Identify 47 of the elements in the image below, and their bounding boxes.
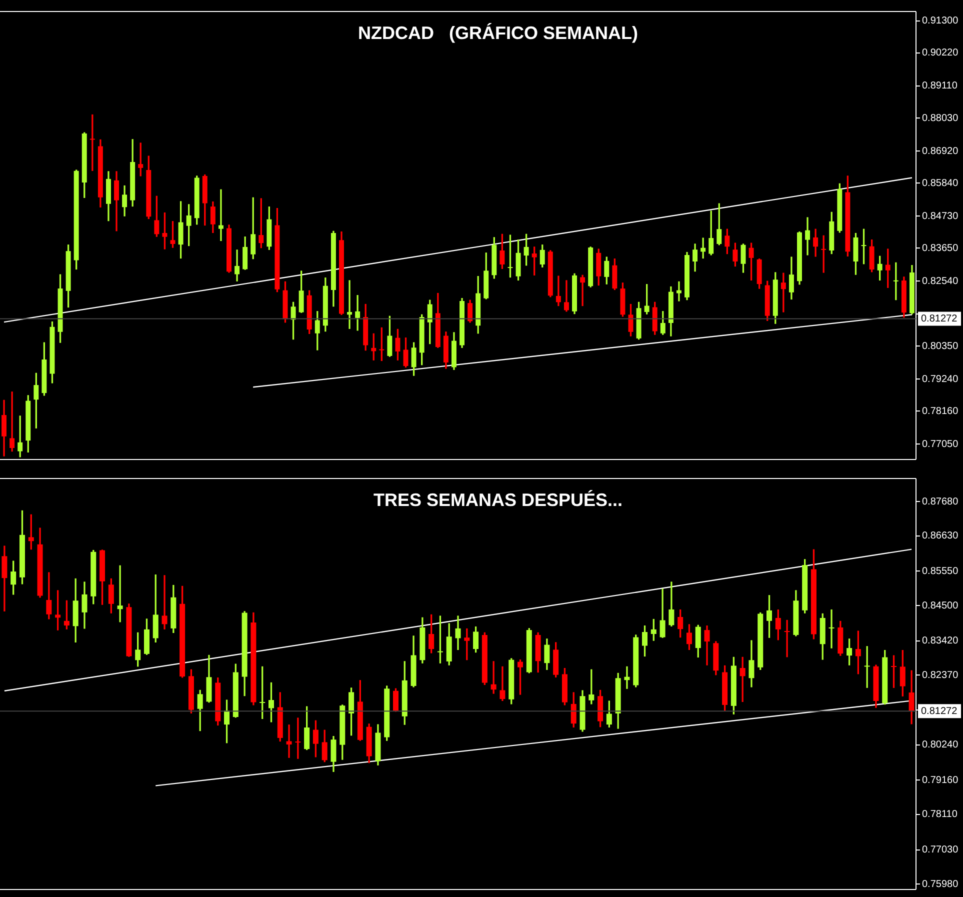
candlestick: [556, 276, 561, 306]
y-tick-label: 0.86630: [922, 530, 959, 542]
y-tick-label: 0.83650: [922, 242, 959, 254]
candlestick: [805, 217, 810, 256]
candlestick: [355, 295, 360, 331]
y-tick-label: 0.79240: [922, 374, 959, 385]
y-tick-label: 0.80350: [922, 340, 959, 352]
y-tick-label: 0.84730: [922, 210, 959, 222]
y-tick-label: 0.84500: [922, 600, 959, 612]
candlestick: [784, 620, 790, 658]
y-tick-label: 0.78110: [922, 809, 958, 820]
y-tick-label: 0.79160: [922, 774, 959, 786]
y-tick-label: 0.80240: [922, 740, 959, 751]
candlestick: [286, 724, 292, 758]
y-tick-label: 0.87680: [922, 496, 959, 508]
candlestick: [780, 272, 786, 312]
candlestick: [580, 274, 586, 306]
y-tick-label: 0.82540: [922, 276, 959, 287]
candlestick: [624, 666, 630, 689]
y-tick-label: 0.82370: [922, 670, 959, 681]
y-tick-label: 0.85550: [922, 566, 959, 577]
y-tick-label: 0.90220: [922, 48, 959, 59]
candlestick: [117, 565, 123, 622]
y-tick-label: 0.85840: [922, 178, 959, 189]
candlestick: [564, 280, 569, 312]
y-tick-label: 0.89110: [922, 80, 958, 92]
text: NZDCAD (GRÁFICO SEMANAL): [358, 22, 638, 43]
y-tick-label: 0.88030: [922, 112, 959, 124]
candlestick: [490, 661, 496, 694]
y-tick-label: 0.77050: [922, 438, 959, 450]
candlestick: [10, 392, 15, 452]
candlestick: [295, 718, 301, 759]
candlestick: [162, 575, 168, 630]
candlestick: [676, 281, 682, 302]
candlestick: [828, 609, 834, 648]
y-tick-label: 0.86920: [922, 146, 959, 157]
candlestick: [347, 280, 352, 329]
y-tick-label: 0.91300: [922, 16, 959, 27]
candlestick: [700, 238, 706, 259]
text: TRES SEMANAS DESPUÉS...: [373, 490, 623, 510]
y-tick-label: 0.83420: [922, 636, 959, 647]
y-tick-label: 0.75980: [922, 878, 959, 890]
y-tick-label: 0.77030: [922, 844, 959, 856]
candlestick: [218, 189, 224, 242]
ref-line-label: 0.81272: [921, 314, 958, 324]
y-tick-label: 0.78160: [922, 406, 959, 417]
ref-line-label: 0.81272: [921, 706, 958, 717]
